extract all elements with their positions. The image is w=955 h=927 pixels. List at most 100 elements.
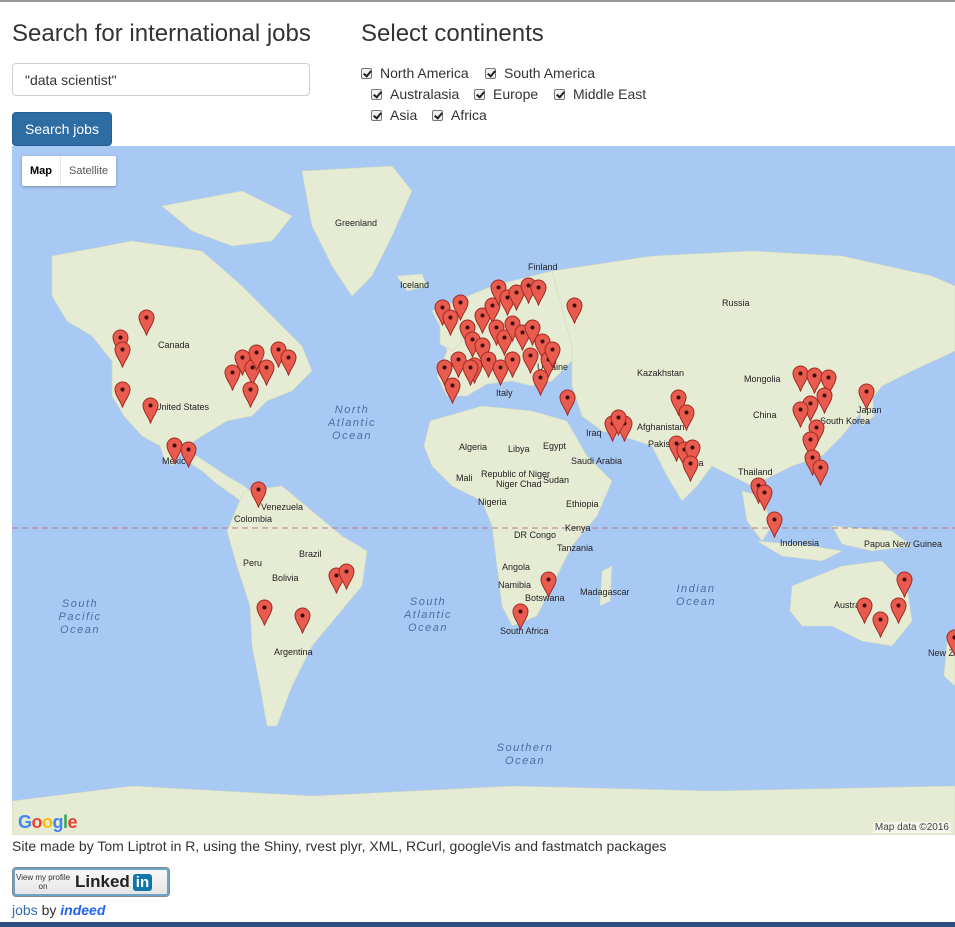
job-location-pin-icon[interactable] bbox=[179, 441, 197, 468]
job-location-pin-icon[interactable] bbox=[241, 381, 259, 408]
checkbox-middle-east[interactable]: Middle East bbox=[554, 86, 646, 102]
job-location-pin-icon[interactable] bbox=[165, 437, 183, 464]
job-location-pin-icon[interactable] bbox=[819, 369, 837, 396]
job-location-pin-icon[interactable] bbox=[279, 349, 297, 376]
job-location-pin-icon[interactable] bbox=[558, 389, 576, 416]
checkbox-checked-icon[interactable] bbox=[371, 109, 382, 121]
job-location-pin-icon[interactable] bbox=[683, 439, 701, 466]
job-location-pin-icon[interactable] bbox=[441, 309, 459, 336]
job-location-pin-icon[interactable] bbox=[451, 294, 469, 321]
job-location-pin-icon[interactable] bbox=[473, 307, 491, 334]
place-label: China bbox=[753, 410, 777, 420]
job-location-pin-icon[interactable] bbox=[435, 359, 453, 386]
place-label: Nigeria bbox=[478, 497, 507, 507]
place-label: Russia bbox=[722, 298, 750, 308]
checkbox-checked-icon[interactable] bbox=[554, 88, 565, 100]
checkbox-checked-icon[interactable] bbox=[361, 67, 372, 79]
map-attribution[interactable]: Map data ©2016 bbox=[872, 822, 951, 833]
job-location-pin-icon[interactable] bbox=[249, 481, 267, 508]
job-location-pin-icon[interactable] bbox=[113, 341, 131, 368]
checkbox-checked-icon[interactable] bbox=[485, 67, 496, 79]
job-location-pin-icon[interactable] bbox=[223, 364, 241, 391]
job-location-pin-icon[interactable] bbox=[539, 571, 557, 598]
place-label: Sudan bbox=[543, 475, 570, 485]
job-location-pin-icon[interactable] bbox=[801, 431, 819, 458]
place-label: Iraq bbox=[586, 428, 602, 438]
place-label: Libya bbox=[508, 444, 530, 454]
place-label: DR Congo bbox=[514, 530, 557, 540]
job-location-pin-icon[interactable] bbox=[791, 365, 809, 392]
checkbox-asia[interactable]: Asia bbox=[371, 107, 417, 123]
job-location-pin-icon[interactable] bbox=[293, 607, 311, 634]
job-location-pin-icon[interactable] bbox=[255, 599, 273, 626]
checkbox-label: Australasia bbox=[390, 86, 460, 102]
place-label: Kenya bbox=[565, 523, 591, 533]
indeed-logo[interactable]: indeed bbox=[60, 902, 106, 918]
job-location-pin-icon[interactable] bbox=[337, 563, 355, 590]
job-location-pin-icon[interactable] bbox=[443, 377, 461, 404]
ocean-label: Indian Ocean bbox=[676, 583, 716, 608]
place-label: Saudi Arabia bbox=[571, 456, 623, 466]
job-location-pin-icon[interactable] bbox=[895, 571, 913, 598]
jobs-link[interactable]: jobs bbox=[12, 902, 38, 918]
satellite-view-button[interactable]: Satellite bbox=[60, 156, 116, 186]
job-location-pin-icon[interactable] bbox=[507, 284, 525, 311]
job-location-pin-icon[interactable] bbox=[257, 359, 275, 386]
job-location-pin-icon[interactable] bbox=[491, 359, 509, 386]
job-location-pin-icon[interactable] bbox=[871, 611, 889, 638]
job-location-pin-icon[interactable] bbox=[521, 347, 539, 374]
place-label: Thailand bbox=[738, 467, 773, 477]
job-location-pin-icon[interactable] bbox=[677, 404, 695, 431]
job-location-pin-icon[interactable] bbox=[565, 297, 583, 324]
job-location-pin-icon[interactable] bbox=[755, 484, 773, 511]
place-label: Chad bbox=[520, 479, 542, 489]
job-search-input[interactable] bbox=[12, 63, 310, 96]
place-label: Italy bbox=[496, 388, 513, 398]
job-location-pin-icon[interactable] bbox=[811, 459, 829, 486]
world-map[interactable]: Map Satellite Greenland Iceland Finland … bbox=[12, 146, 955, 835]
job-location-pin-icon[interactable] bbox=[765, 511, 783, 538]
linkedin-badge-caption: View my profile on bbox=[15, 873, 71, 891]
job-location-pin-icon[interactable] bbox=[855, 597, 873, 624]
job-location-pin-icon[interactable] bbox=[495, 329, 513, 356]
place-label: South Africa bbox=[500, 626, 549, 636]
job-location-pin-icon[interactable] bbox=[815, 387, 833, 414]
job-location-pin-icon[interactable] bbox=[141, 397, 159, 424]
job-location-pin-icon[interactable] bbox=[137, 309, 155, 336]
job-location-pin-icon[interactable] bbox=[681, 455, 699, 482]
place-label: Republic of Niger bbox=[481, 469, 551, 479]
checkbox-checked-icon[interactable] bbox=[474, 88, 485, 100]
map-view-button[interactable]: Map bbox=[30, 165, 52, 177]
place-label: South Korea bbox=[820, 416, 871, 426]
job-location-pin-icon[interactable] bbox=[543, 341, 561, 368]
map-type-control: Map Satellite bbox=[22, 156, 117, 186]
job-location-pin-icon[interactable] bbox=[889, 597, 907, 624]
job-location-pin-icon[interactable] bbox=[857, 383, 875, 410]
checkbox-australasia[interactable]: Australasia bbox=[371, 86, 459, 102]
linkedin-profile-badge[interactable]: View my profile on Linked in bbox=[12, 867, 170, 897]
jobs-by-indeed: jobs by indeed bbox=[12, 902, 105, 918]
job-location-pin-icon[interactable] bbox=[529, 279, 547, 306]
job-location-pin-icon[interactable] bbox=[791, 401, 809, 428]
checkbox-africa[interactable]: Africa bbox=[432, 107, 487, 123]
job-location-pin-icon[interactable] bbox=[503, 351, 521, 378]
job-location-pin-icon[interactable] bbox=[483, 297, 501, 324]
job-location-pin-icon[interactable] bbox=[247, 344, 265, 371]
checkbox-checked-icon[interactable] bbox=[432, 109, 443, 121]
checkbox-checked-icon[interactable] bbox=[371, 88, 382, 100]
job-location-pin-icon[interactable] bbox=[113, 381, 131, 408]
top-border bbox=[0, 0, 955, 2]
job-location-pin-icon[interactable] bbox=[489, 279, 507, 306]
job-location-pin-icon[interactable] bbox=[609, 409, 627, 436]
place-label: Niger bbox=[496, 479, 518, 489]
job-location-pin-icon[interactable] bbox=[945, 629, 955, 656]
job-location-pin-icon[interactable] bbox=[531, 369, 549, 396]
checkbox-south-america[interactable]: South America bbox=[485, 65, 595, 81]
job-location-pin-icon[interactable] bbox=[511, 603, 529, 630]
checkbox-europe[interactable]: Europe bbox=[474, 86, 538, 102]
checkbox-north-america[interactable]: North America bbox=[361, 65, 469, 81]
search-jobs-button[interactable]: Search jobs bbox=[12, 112, 112, 146]
job-location-pin-icon[interactable] bbox=[805, 367, 823, 394]
place-label: Pakistan bbox=[648, 439, 683, 449]
job-location-pin-icon[interactable] bbox=[461, 359, 479, 386]
